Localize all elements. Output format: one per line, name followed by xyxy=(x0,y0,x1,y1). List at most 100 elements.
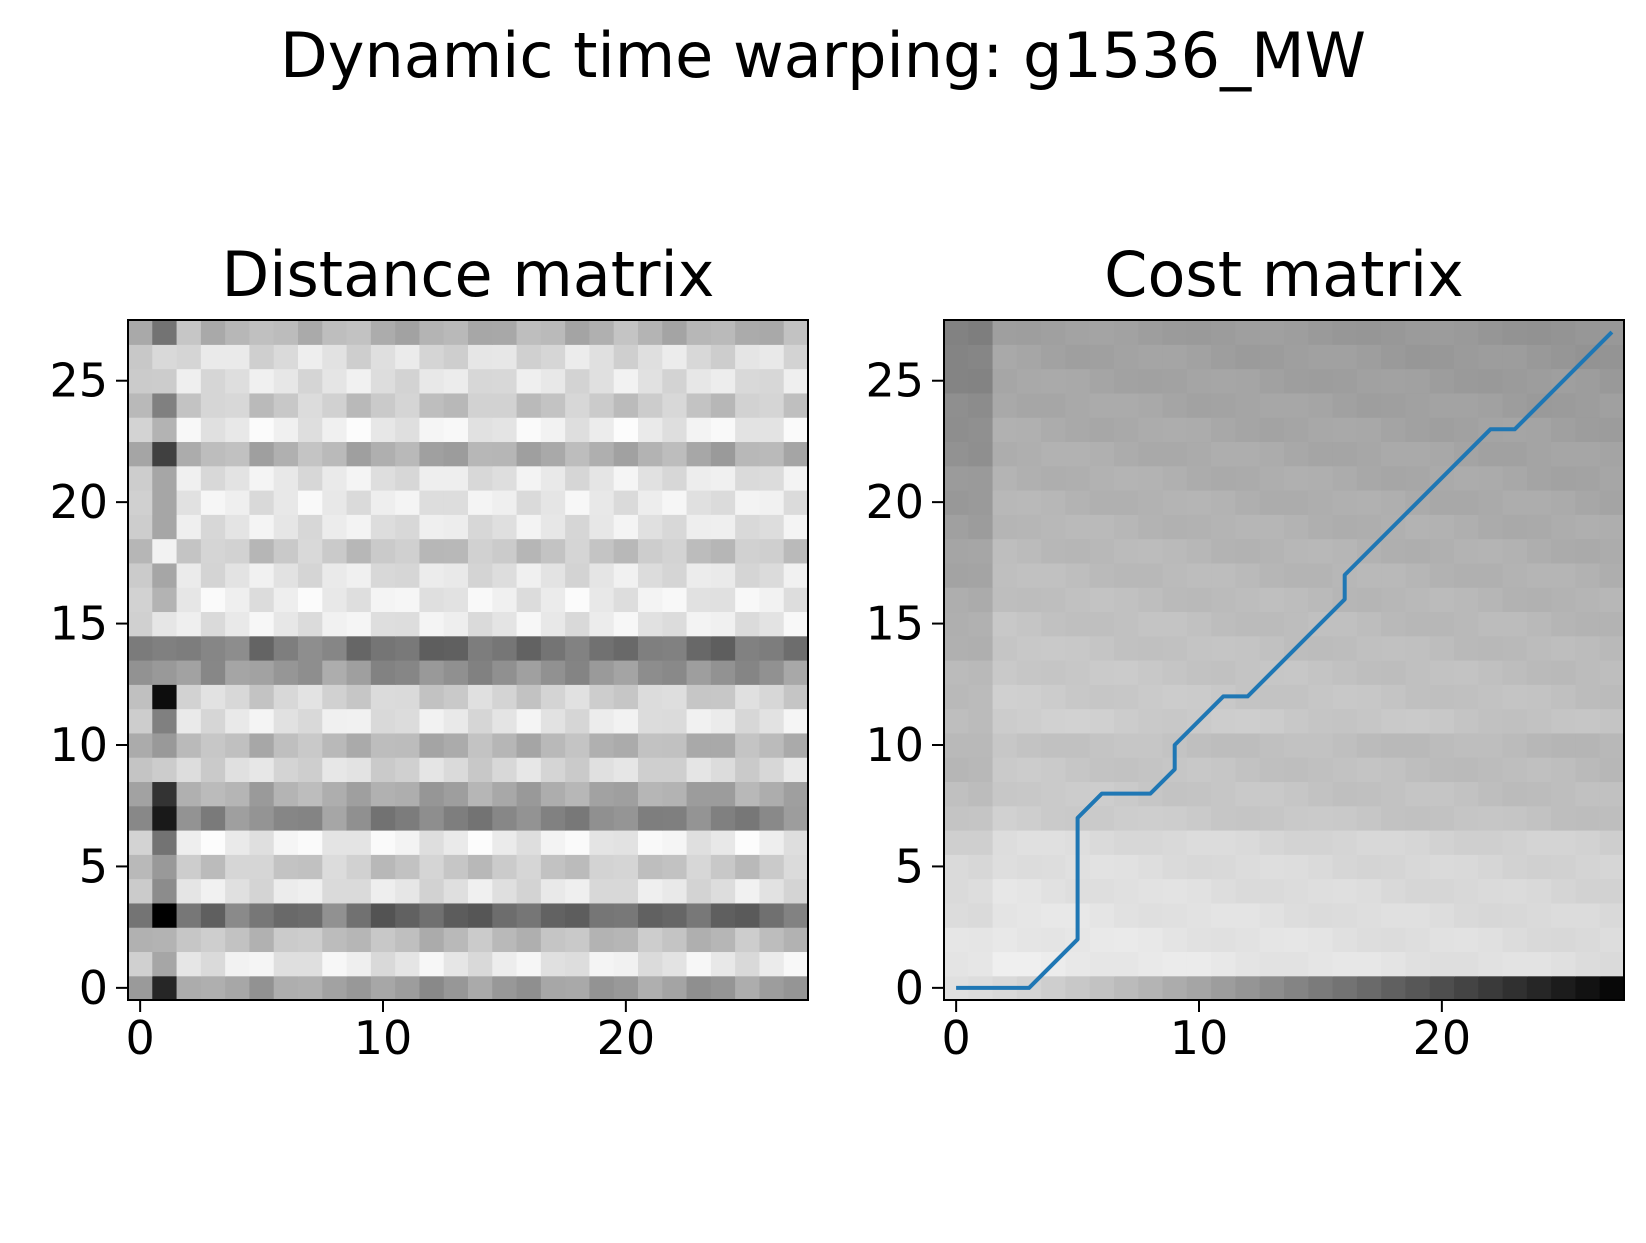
cost-cell xyxy=(1478,344,1504,370)
cost-cell xyxy=(1114,514,1139,540)
cost-cell xyxy=(1308,344,1334,370)
distance-cell xyxy=(322,757,348,783)
cost-cell xyxy=(1332,684,1358,710)
distance-cell xyxy=(225,902,251,928)
cost-cell xyxy=(1041,635,1067,661)
distance-cell xyxy=(589,368,615,394)
distance-cell xyxy=(249,927,275,953)
cost-cell xyxy=(1405,368,1431,394)
cost-cell xyxy=(1526,878,1552,904)
distance-cell xyxy=(759,684,785,710)
distance-cell xyxy=(686,514,712,540)
cost-ytick-label: 0 xyxy=(895,961,924,1015)
distance-cell xyxy=(273,660,299,685)
cost-cell xyxy=(1138,902,1164,928)
distance-cell xyxy=(370,538,396,564)
cost-cell xyxy=(1259,417,1285,443)
distance-cell xyxy=(540,975,566,1001)
distance-cell xyxy=(516,611,542,637)
cost-cell xyxy=(1599,732,1625,758)
cost-cell xyxy=(1405,465,1431,491)
cost-cell xyxy=(1259,490,1285,515)
cost-cell xyxy=(1526,514,1552,540)
distance-cell xyxy=(662,781,688,807)
cost-cell xyxy=(1259,587,1285,613)
distance-cell xyxy=(346,854,372,880)
distance-cell xyxy=(783,538,809,564)
distance-cell xyxy=(735,465,761,491)
distance-cell xyxy=(152,514,178,540)
cost-cell xyxy=(1016,878,1042,904)
cost-cell xyxy=(1381,805,1407,831)
distance-cell xyxy=(759,757,785,783)
distance-cell xyxy=(346,587,372,613)
distance-cell xyxy=(128,320,153,345)
distance-cell xyxy=(395,951,421,977)
distance-cell xyxy=(370,660,396,685)
cost-cell xyxy=(1478,781,1504,807)
distance-cell xyxy=(249,465,275,491)
distance-cell xyxy=(759,392,785,418)
cost-cell xyxy=(1284,660,1309,685)
cost-cell xyxy=(1526,368,1552,394)
cost-cell xyxy=(1041,320,1067,345)
cost-cell xyxy=(1211,805,1237,831)
distance-cell xyxy=(492,320,518,345)
cost-cell xyxy=(1551,441,1577,467)
distance-cell xyxy=(273,927,299,953)
cost-cell xyxy=(1114,320,1139,345)
cost-cell xyxy=(1429,635,1455,661)
distance-cell xyxy=(322,538,348,564)
distance-cell xyxy=(735,635,761,661)
distance-cell xyxy=(759,660,785,685)
distance-cell xyxy=(443,392,469,418)
cost-cell xyxy=(1526,611,1552,637)
cost-cell xyxy=(1454,660,1479,685)
cost-cell xyxy=(1016,392,1042,418)
distance-cell xyxy=(298,830,323,855)
cost-cell xyxy=(1381,757,1407,783)
distance-cell xyxy=(225,757,251,783)
distance-cell xyxy=(298,951,323,977)
cost-cell xyxy=(1065,975,1091,1001)
cost-matrix-frame xyxy=(943,319,1625,1001)
cost-cell xyxy=(1405,708,1431,734)
cost-cell xyxy=(1259,344,1285,370)
distance-cell xyxy=(298,757,323,783)
distance-cell xyxy=(759,830,785,855)
distance-cell xyxy=(638,465,663,491)
distance-cell xyxy=(516,368,542,394)
cost-cell xyxy=(1308,830,1334,855)
distance-cell xyxy=(322,708,348,734)
cost-cell xyxy=(1211,781,1237,807)
cost-cell xyxy=(1429,732,1455,758)
distance-cell xyxy=(176,441,202,467)
distance-cell xyxy=(395,830,421,855)
distance-cell xyxy=(152,635,178,661)
distance-cell xyxy=(710,320,736,345)
cost-cell xyxy=(1041,878,1067,904)
cost-cell xyxy=(1186,562,1212,588)
distance-cell xyxy=(176,562,202,588)
distance-cell xyxy=(128,951,153,977)
distance-cell xyxy=(710,344,736,370)
distance-cell xyxy=(395,927,421,953)
cost-cell xyxy=(1235,538,1261,564)
cost-cell xyxy=(1478,878,1504,904)
distance-cell xyxy=(152,757,178,783)
warping-path-line xyxy=(956,330,1614,990)
distance-cell xyxy=(249,951,275,977)
cost-cell xyxy=(1429,830,1455,855)
distance-cell xyxy=(735,344,761,370)
distance-cell xyxy=(638,757,663,783)
distance-cell xyxy=(370,878,396,904)
cost-cell xyxy=(1259,392,1285,418)
cost-cell xyxy=(1478,805,1504,831)
distance-cell xyxy=(370,951,396,977)
cost-cell xyxy=(1429,514,1455,540)
distance-cell xyxy=(468,732,493,758)
distance-cell xyxy=(225,684,251,710)
cost-cell xyxy=(1186,392,1212,418)
distance-cell xyxy=(152,344,178,370)
distance-cell xyxy=(322,344,348,370)
